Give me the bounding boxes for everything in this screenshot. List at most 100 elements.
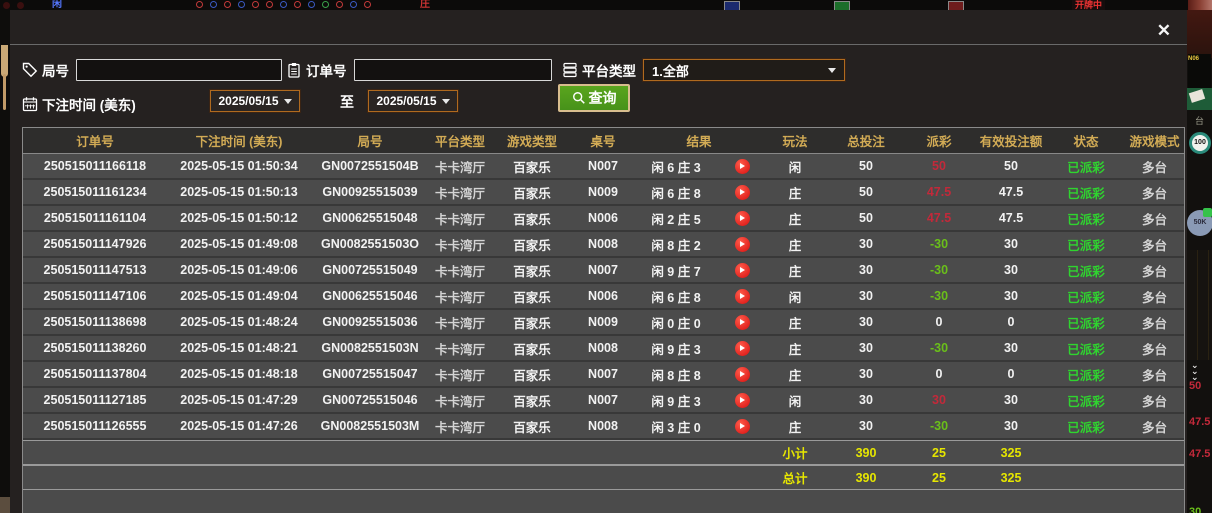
cell-game-type: 百家乐 bbox=[513, 368, 551, 383]
cell-game-mode: 多台 bbox=[1141, 342, 1167, 357]
cell-result: 闲 6 庄 3 bbox=[633, 157, 765, 176]
column-header: 平台类型 bbox=[434, 135, 485, 149]
cell-play-type: 庄 bbox=[788, 342, 802, 357]
column-header: 派彩 bbox=[926, 135, 952, 149]
cell-status: 已派彩 bbox=[1067, 394, 1105, 409]
cell-bet-time: 2025-05-15 01:50:13 bbox=[180, 185, 298, 199]
totals-total-bet: 390 bbox=[855, 445, 877, 460]
replay-video-button[interactable] bbox=[734, 418, 750, 434]
to-label: 至 bbox=[340, 94, 354, 110]
confirm-button-fragment bbox=[1203, 208, 1212, 217]
date-from-value: 2025/05/15 bbox=[218, 94, 279, 108]
cell-table-number: N008 bbox=[588, 341, 618, 355]
cell-round-number: GN00625515046 bbox=[322, 289, 418, 303]
replay-video-button[interactable] bbox=[734, 262, 750, 278]
cell-valid-bet: 30 bbox=[1004, 237, 1018, 251]
cell-table-number: N006 bbox=[588, 289, 618, 303]
order-input[interactable] bbox=[353, 59, 552, 81]
cell-result: 闲 2 庄 5 bbox=[633, 209, 765, 228]
order-filter-group: 订单号 bbox=[286, 58, 552, 82]
cell-round-number: GN0082551503O bbox=[321, 237, 419, 251]
replay-button-wrap bbox=[719, 262, 765, 278]
table-row: 250515011138698 2025-05-15 01:48:24 GN0092… bbox=[23, 310, 1184, 336]
replay-button-wrap bbox=[719, 392, 765, 408]
table-row: 250515011126555 2025-05-15 01:47:26 GN0082… bbox=[23, 414, 1184, 440]
replay-video-button[interactable] bbox=[734, 392, 750, 408]
lobby-dot bbox=[3, 2, 10, 9]
cell-play-type: 庄 bbox=[788, 368, 802, 383]
cell-result: 闲 0 庄 0 bbox=[633, 313, 765, 332]
replay-button-wrap bbox=[719, 418, 765, 434]
replay-video-button[interactable] bbox=[734, 236, 750, 252]
result-score: 闲 6 庄 8 bbox=[651, 290, 701, 305]
cell-table-number: N007 bbox=[588, 263, 618, 277]
cell-bet-time: 2025-05-15 01:49:06 bbox=[180, 263, 298, 277]
chevron-down-icon bbox=[441, 98, 450, 104]
replay-video-button[interactable] bbox=[734, 340, 750, 356]
search-icon bbox=[572, 92, 585, 104]
cell-status: 已派彩 bbox=[1067, 316, 1105, 331]
cell-bet-time: 2025-05-15 01:50:34 bbox=[180, 159, 298, 173]
cell-valid-bet: 30 bbox=[1004, 263, 1018, 277]
replay-video-button[interactable] bbox=[734, 210, 750, 226]
cell-play-type: 庄 bbox=[788, 238, 802, 253]
replay-button-wrap bbox=[719, 184, 765, 200]
table-row: 250515011127185 2025-05-15 01:47:29 GN0072… bbox=[23, 388, 1184, 414]
chevron-stack-icon: ⌄ ⌄ ⌄ bbox=[1191, 360, 1199, 382]
cell-platform: 卡卡湾厅 bbox=[434, 316, 485, 331]
replay-video-button[interactable] bbox=[734, 184, 750, 200]
cell-status: 已派彩 bbox=[1067, 238, 1105, 253]
cell-result: 闲 8 庄 2 bbox=[633, 235, 765, 254]
cell-game-type: 百家乐 bbox=[513, 212, 551, 227]
close-icon[interactable]: ✕ bbox=[1156, 21, 1171, 40]
cell-platform: 卡卡湾厅 bbox=[434, 420, 485, 435]
chip-100[interactable]: 100 bbox=[1189, 132, 1211, 154]
result-score: 闲 0 庄 0 bbox=[651, 316, 701, 331]
round-label: 局号 bbox=[42, 64, 69, 79]
table-row: 250515011161234 2025-05-15 01:50:13 GN0092… bbox=[23, 180, 1184, 206]
cell-order-number: 250515011138260 bbox=[43, 341, 147, 355]
cell-result: 闲 6 庄 8 bbox=[633, 287, 765, 306]
replay-video-button[interactable] bbox=[734, 288, 750, 304]
search-button[interactable]: 查询 bbox=[558, 84, 630, 112]
background-game-table-edge: N06 台 100 50K ⌄ ⌄ ⌄ 50 47.5 47.5 30 bbox=[1187, 10, 1212, 513]
cell-platform: 卡卡湾厅 bbox=[434, 368, 485, 383]
xian-marker: 闲 bbox=[52, 0, 62, 10]
cell-table-number: N009 bbox=[588, 315, 618, 329]
cell-round-number: GN00925515036 bbox=[322, 315, 418, 329]
replay-button-wrap bbox=[719, 366, 765, 382]
cell-payout: -30 bbox=[929, 263, 949, 277]
play-icon bbox=[740, 319, 745, 325]
cell-valid-bet: 0 bbox=[1007, 367, 1015, 381]
background-left-edge bbox=[0, 10, 10, 513]
cell-order-number: 250515011161104 bbox=[43, 211, 147, 225]
platform-select[interactable]: 1.全部 bbox=[642, 58, 846, 82]
filter-bar: 局号 订单号 平台类型 bbox=[10, 44, 1187, 127]
lobby-tile-icon bbox=[724, 1, 740, 10]
cell-game-mode: 多台 bbox=[1141, 264, 1167, 279]
cell-game-type: 百家乐 bbox=[513, 290, 551, 305]
totals-label: 小计 bbox=[782, 447, 808, 461]
cell-platform: 卡卡湾厅 bbox=[434, 238, 485, 253]
playing-card bbox=[1188, 89, 1206, 103]
replay-video-button[interactable] bbox=[734, 158, 750, 174]
round-input[interactable] bbox=[76, 59, 282, 81]
cell-result: 闲 6 庄 8 bbox=[633, 183, 765, 202]
result-score: 闲 2 庄 5 bbox=[651, 212, 701, 227]
result-score: 闲 8 庄 8 bbox=[651, 368, 701, 383]
result-score: 闲 6 庄 8 bbox=[651, 186, 701, 201]
scroll-decoration bbox=[1, 45, 8, 77]
cell-payout: 47.5 bbox=[926, 211, 952, 225]
date-from-select[interactable]: 2025/05/15 bbox=[209, 89, 301, 113]
cell-valid-bet: 30 bbox=[1004, 393, 1018, 407]
date-to-select[interactable]: 2025/05/15 bbox=[367, 89, 459, 113]
replay-video-button[interactable] bbox=[734, 366, 750, 382]
cell-game-mode: 多台 bbox=[1141, 394, 1167, 409]
bet-grid-fragment bbox=[1187, 250, 1212, 360]
road-bead bbox=[322, 1, 329, 8]
road-bead bbox=[238, 1, 245, 8]
replay-button-wrap bbox=[719, 236, 765, 252]
platform-label: 平台类型 bbox=[582, 64, 636, 79]
replay-video-button[interactable] bbox=[734, 314, 750, 330]
cell-game-type: 百家乐 bbox=[513, 316, 551, 331]
